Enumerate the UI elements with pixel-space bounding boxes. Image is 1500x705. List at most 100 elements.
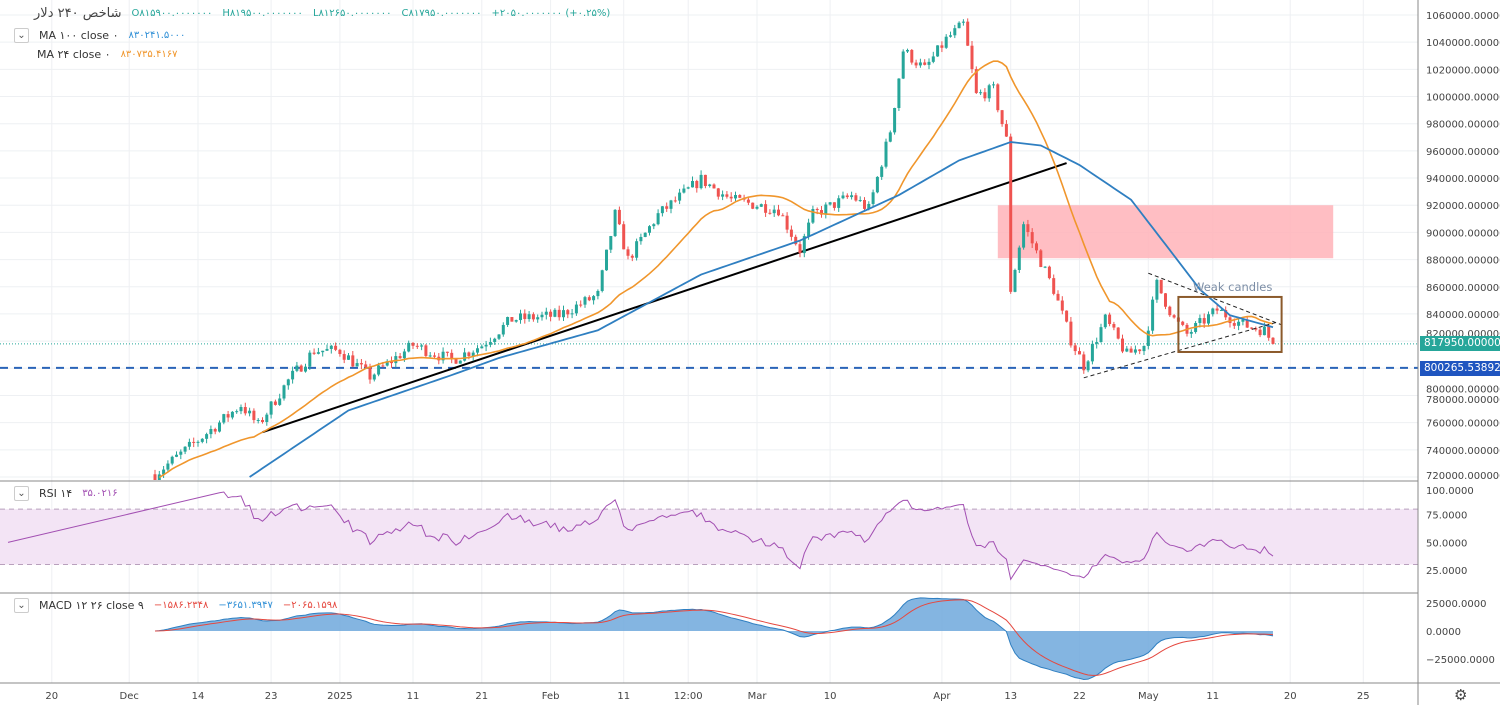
- price-tick-label: 880000.0000000: [1426, 256, 1500, 267]
- candle-body: [355, 363, 359, 367]
- ma100-value: ۸۳۰۲۴۱.۵۰۰۰: [128, 30, 186, 41]
- candle-body: [605, 249, 608, 271]
- candle-body: [557, 309, 561, 318]
- candle-body: [1035, 243, 1038, 251]
- candle-body: [807, 222, 811, 237]
- candle-body: [282, 385, 286, 399]
- candle-body: [1207, 314, 1210, 324]
- candle-body: [699, 174, 703, 189]
- time-tick-label: 13: [1004, 691, 1017, 702]
- time-tick-label: Mar: [748, 691, 768, 702]
- candle-body: [931, 56, 935, 62]
- candle-body: [1189, 331, 1193, 334]
- candle-body: [553, 309, 557, 317]
- price-tick-label: 840000.0000000: [1426, 310, 1500, 321]
- candle-body: [1129, 348, 1133, 353]
- candle-body: [592, 296, 596, 301]
- candle-body: [1108, 314, 1112, 325]
- macd-label[interactable]: MACD ۱۲ ۲۶ close ۹: [39, 599, 144, 612]
- candle-body: [480, 346, 484, 349]
- annotations: [0, 162, 1418, 434]
- gear-icon[interactable]: ⚙: [1454, 686, 1468, 704]
- candle-body: [768, 212, 772, 214]
- candle-body: [1047, 266, 1051, 279]
- candle-body: [1099, 327, 1103, 343]
- candle-body: [162, 469, 166, 475]
- candle-body: [170, 456, 174, 464]
- candle-body: [205, 434, 209, 439]
- candle-body: [785, 215, 789, 230]
- candle-body: [299, 365, 303, 372]
- candle-body: [820, 210, 823, 215]
- price-tick-label: 1060000.0000000: [1426, 11, 1500, 22]
- candle-body: [420, 345, 424, 347]
- chevron-down-icon[interactable]: ⌄: [14, 486, 29, 501]
- candle-body: [781, 215, 785, 217]
- candle-body: [1151, 299, 1155, 331]
- price-tick-label: 1040000.0000000: [1426, 38, 1500, 49]
- ma24-label[interactable]: MA ۲۴ close ۰: [37, 48, 111, 61]
- candle-body: [338, 349, 342, 355]
- candle-body: [1026, 224, 1030, 233]
- time-tick-label: 14: [192, 691, 205, 702]
- candle-body: [192, 441, 196, 443]
- candle-body: [660, 206, 664, 214]
- chevron-down-icon[interactable]: ⌄: [14, 598, 29, 613]
- candle-body: [906, 49, 909, 52]
- rsi-label[interactable]: RSI ۱۴: [39, 487, 73, 500]
- candle-body: [325, 348, 329, 351]
- candle-body: [342, 354, 346, 360]
- candle-body: [734, 195, 737, 199]
- rsi-value: ۳۵.۰۲۱۶: [82, 488, 118, 499]
- candle-body: [1090, 343, 1094, 362]
- candle-body: [519, 313, 522, 321]
- price-tick-label: 740000.0000000: [1426, 446, 1500, 457]
- candle-body: [329, 345, 333, 349]
- candle-body: [368, 367, 372, 380]
- candle-body: [802, 236, 806, 254]
- candle-body: [686, 187, 690, 189]
- wedge-line: [1148, 272, 1282, 326]
- candle-body: [415, 345, 419, 347]
- candle-body: [1159, 279, 1163, 294]
- candle-body: [458, 360, 462, 364]
- candle-body: [893, 107, 897, 133]
- candle-body: [445, 351, 449, 353]
- ohlc-high: H۸۱۹۵۰۰.۰۰۰۰۰۰۰: [222, 8, 303, 19]
- price-tick-label: 820000.0000000: [1426, 329, 1500, 340]
- ohlc-close: C۸۱۷۹۵۰.۰۰۰۰۰۰۰: [401, 8, 482, 19]
- candle-body: [222, 414, 226, 423]
- chevron-down-icon[interactable]: ⌄: [14, 28, 29, 43]
- candle-body: [364, 364, 368, 368]
- candle-body: [411, 342, 415, 346]
- rsi-legend: ⌄ RSI ۱۴ ۳۵.۰۲۱۶: [14, 486, 118, 501]
- candle-body: [815, 208, 819, 211]
- price-tick-label: 860000.0000000: [1426, 283, 1500, 294]
- candle-body: [230, 411, 234, 418]
- candle-body: [385, 361, 389, 366]
- rsi-band: [0, 509, 1418, 565]
- candle-body: [1103, 314, 1107, 328]
- candle-body: [1219, 310, 1223, 312]
- candle-body: [1022, 224, 1026, 248]
- candle-body: [648, 226, 651, 233]
- candle-body: [617, 209, 621, 225]
- candle-body: [510, 317, 514, 322]
- ma24-value: ۸۳۰۷۳۵.۴۱۶۷: [120, 49, 178, 60]
- candle-body: [691, 180, 694, 188]
- candle-body: [811, 208, 815, 223]
- time-tick-label: 12:00: [674, 691, 703, 702]
- ma100-label[interactable]: MA ۱۰۰ close ۰: [39, 29, 119, 42]
- candle-body: [772, 209, 776, 214]
- time-tick-label: 25: [1357, 691, 1370, 702]
- candle-body: [1211, 308, 1215, 315]
- price-tick-label: 940000.0000000: [1426, 174, 1500, 185]
- candle-body: [678, 192, 682, 201]
- candle-body: [1198, 318, 1202, 324]
- candle-body: [854, 195, 858, 201]
- annotation-label: Weak candles: [1193, 280, 1272, 294]
- candle-body: [858, 200, 862, 202]
- time-tick-label: 11: [407, 691, 420, 702]
- candle-body: [213, 429, 217, 432]
